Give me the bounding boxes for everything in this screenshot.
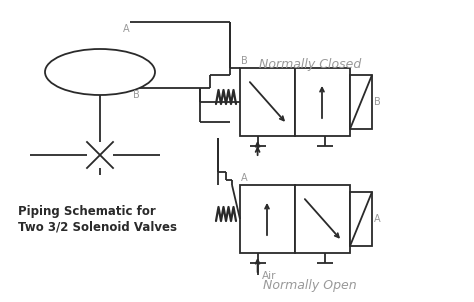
Text: A: A bbox=[241, 173, 247, 183]
Text: B: B bbox=[374, 97, 381, 107]
Text: Two 3/2 Solenoid Valves: Two 3/2 Solenoid Valves bbox=[18, 220, 177, 233]
Bar bbox=[295, 185, 350, 253]
Text: Piping Schematic for: Piping Schematic for bbox=[18, 205, 156, 218]
Text: A: A bbox=[123, 24, 129, 34]
Bar bbox=[240, 185, 295, 253]
Bar bbox=[350, 192, 372, 246]
Text: Normally Open: Normally Open bbox=[263, 279, 357, 292]
Bar bbox=[240, 68, 295, 136]
Text: A: A bbox=[374, 214, 381, 224]
Text: B: B bbox=[133, 90, 140, 100]
Text: B: B bbox=[241, 56, 248, 66]
Ellipse shape bbox=[45, 49, 155, 95]
Text: Normally Closed: Normally Closed bbox=[259, 58, 361, 71]
Text: Air: Air bbox=[262, 271, 276, 281]
Bar bbox=[295, 68, 350, 136]
Bar bbox=[350, 75, 372, 129]
